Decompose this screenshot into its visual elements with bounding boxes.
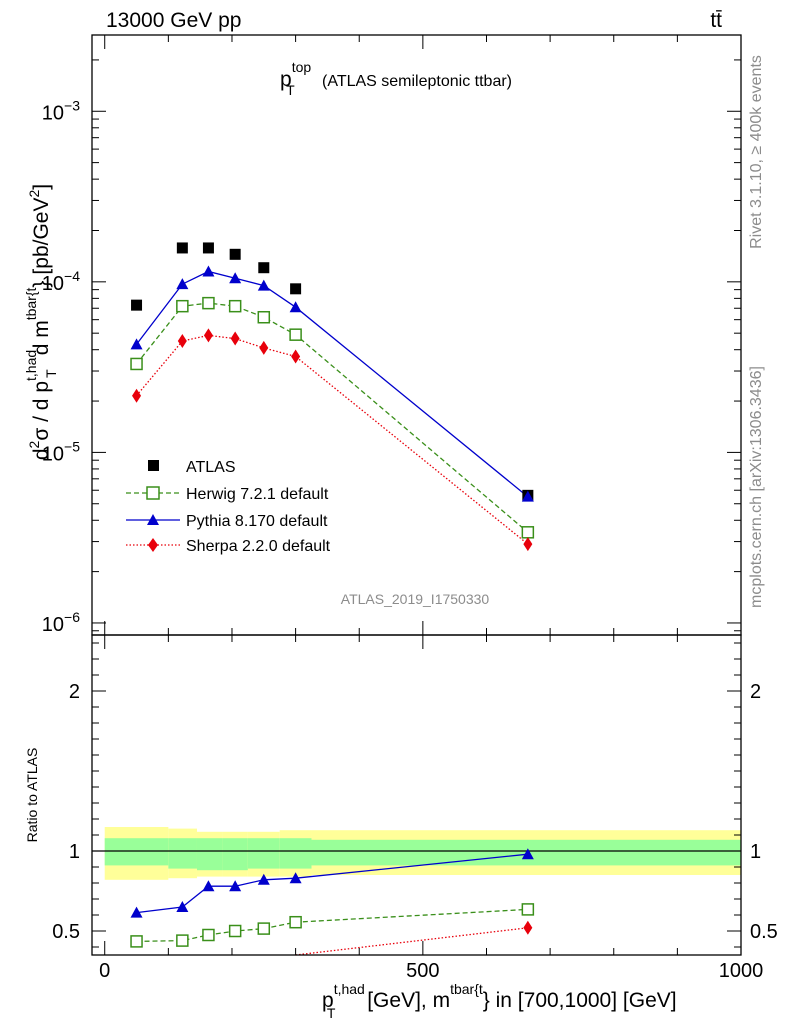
main-y-axis-label: d2σ / d pt,had Td mtbar{t}[pb/GeV2] <box>23 184 59 460</box>
main-point-herwig-2 <box>202 296 215 310</box>
legend-marker-herwig <box>146 486 160 500</box>
main-point-pythia-4 <box>257 279 270 291</box>
ratio-band-inner-4 <box>247 838 280 869</box>
main-title-rest: (ATLAS semileptonic ttbar) <box>322 73 512 90</box>
main-ytick-label-3: 10−3 <box>42 97 80 124</box>
ratio-point-pythia-5 <box>289 872 302 884</box>
legend-label-pythia: Pythia 8.170 default <box>186 513 328 530</box>
ratio-band-inner-2 <box>196 838 223 871</box>
main-point-atlas-2 <box>202 242 214 254</box>
ratio-ytick-label-left-0: 0.5 <box>52 921 80 943</box>
legend-label-atlas: ATLAS <box>186 459 236 476</box>
ratio-point-sherpa-6 <box>523 920 533 935</box>
ratio-band-inner-3 <box>222 838 248 871</box>
ratio-point-herwig-4 <box>257 922 271 935</box>
ratio-band-inner-1 <box>168 838 197 869</box>
ratio-xtick-label-1: 500 <box>406 960 439 982</box>
ratio-point-herwig-5 <box>289 915 302 929</box>
main-point-sherpa-6 <box>523 537 533 552</box>
main-ytick-label-1: 10−5 <box>42 438 80 465</box>
ratio-point-pythia-2 <box>202 880 215 892</box>
ratio-y-axis-label: Ratio to ATLAS <box>24 748 40 843</box>
analysis-watermark: ATLAS_2019_I1750330 <box>341 591 490 607</box>
main-title: ptop T <box>280 59 311 98</box>
ratio-ytick-label-right-1: 1 <box>750 841 761 863</box>
ratio-point-pythia-6 <box>521 848 534 860</box>
mcplots-label: mcplots.cern.ch [arXiv:1306.3436] <box>748 366 765 608</box>
legend-label-sherpa: Sherpa 2.2.0 default <box>186 538 331 555</box>
ratio-point-herwig-0 <box>130 935 143 948</box>
legend-marker-sherpa <box>148 538 158 552</box>
ratio-band-inner-5 <box>279 838 312 869</box>
x-axis-label: pt,had T [GeV], mtbar{t} in [700,1000] [G… <box>322 981 677 1021</box>
ratio-ytick-label-left-1: 1 <box>69 841 80 863</box>
ratio-ytick-label-right-0: 0.5 <box>750 921 778 943</box>
main-point-sherpa-4 <box>259 340 269 355</box>
main-panel: ptop T (ATLAS semileptonic ttbar) d2σ / d… <box>23 34 742 636</box>
main-ytick-label-0: 10−6 <box>42 609 80 636</box>
ratio-panel: Ratio to ATLAS 0.5 0.5 1 1 2 2 0 500 1000 pt,ha… <box>24 634 778 1021</box>
ratio-ytick-label-right-2: 2 <box>750 681 761 703</box>
main-point-herwig-4 <box>257 310 271 324</box>
main-point-pythia-0 <box>130 338 143 350</box>
legend-entry-atlas: ATLAS <box>148 459 236 476</box>
ratio-point-pythia-3 <box>229 880 242 892</box>
legend-label-herwig: Herwig 7.2.1 default <box>186 486 329 503</box>
main-point-sherpa-2 <box>203 328 213 343</box>
legend-marker-pythia <box>147 514 159 525</box>
main-point-sherpa-1 <box>177 333 187 348</box>
legend-entry-pythia: Pythia 8.170 default <box>126 513 328 530</box>
main-point-herwig-3 <box>228 299 242 313</box>
main-point-sherpa-3 <box>230 331 240 346</box>
ratio-point-pythia-4 <box>257 873 270 885</box>
process-label: tt̄ <box>710 9 722 32</box>
ratio-ytick-label-left-2: 2 <box>69 681 80 703</box>
main-point-atlas-0 <box>131 299 143 311</box>
main-point-atlas-3 <box>229 248 241 260</box>
main-ytick-label-2: 10−4 <box>42 268 80 295</box>
ratio-xtick-label-0: 0 <box>99 960 110 982</box>
ratio-frame <box>91 634 742 956</box>
ratio-point-herwig-3 <box>228 924 242 938</box>
main-point-herwig-0 <box>130 357 143 371</box>
legend: ATLAS Herwig 7.2.1 default Pythia 8.170 … <box>126 459 331 555</box>
main-point-herwig-1 <box>176 299 189 313</box>
main-point-pythia-5 <box>289 301 302 313</box>
main-point-sherpa-5 <box>291 349 301 364</box>
main-point-pythia-3 <box>229 272 242 284</box>
legend-marker-atlas <box>148 460 159 471</box>
ratio-point-pythia-0 <box>130 906 143 918</box>
legend-entry-herwig: Herwig 7.2.1 default <box>126 486 329 503</box>
main-point-pythia-2 <box>202 265 215 277</box>
ratio-point-herwig-2 <box>202 928 215 942</box>
ratio-point-herwig-6 <box>521 903 535 916</box>
ratio-band-inner-0 <box>104 838 169 866</box>
main-point-pythia-1 <box>176 278 189 290</box>
main-point-pythia-6 <box>521 490 534 502</box>
main-point-atlas-4 <box>258 262 270 274</box>
main-point-atlas-1 <box>176 242 188 254</box>
main-point-herwig-5 <box>289 328 302 341</box>
ratio-line-herwig <box>136 908 528 943</box>
ratio-line-sherpa <box>295 927 528 956</box>
main-point-atlas-5 <box>290 283 302 295</box>
main-point-sherpa-0 <box>132 388 142 403</box>
energy-label: 13000 GeV pp <box>106 9 241 32</box>
legend-entry-sherpa: Sherpa 2.2.0 default <box>126 538 331 555</box>
rivet-label: Rivet 3.1.10, ≥ 400k events <box>748 55 765 249</box>
ratio-point-herwig-1 <box>176 934 189 947</box>
ratio-point-pythia-1 <box>176 901 189 912</box>
ratio-xtick-label-2: 1000 <box>719 960 764 982</box>
main-point-herwig-6 <box>521 526 535 539</box>
